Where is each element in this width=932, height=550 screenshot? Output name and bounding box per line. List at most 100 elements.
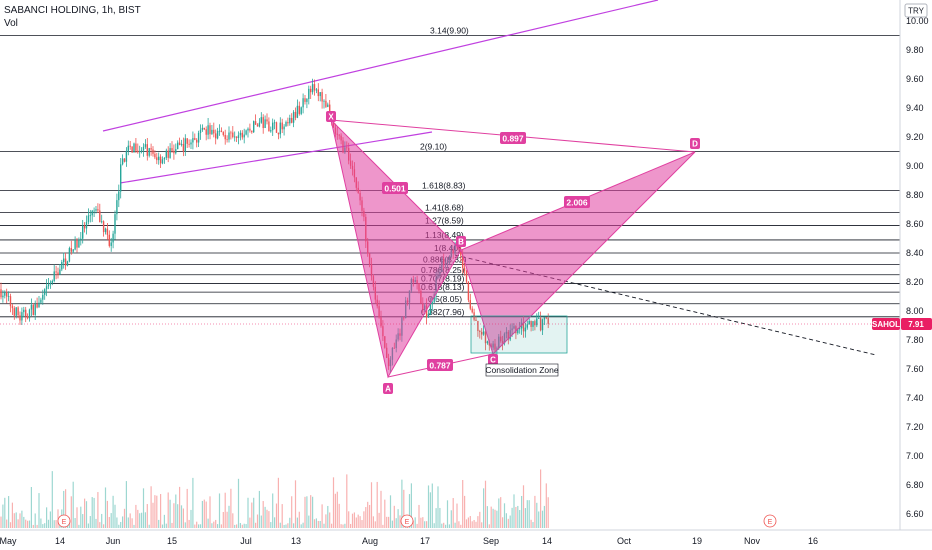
candle-body [137,150,139,153]
candle-body [165,150,167,158]
time-tick-label: Jul [240,536,252,546]
candle-body [302,98,304,108]
earnings-marker[interactable] [400,514,414,528]
candle-body [243,134,245,138]
volume-bar [372,516,374,528]
time-tick-label: Sep [483,536,499,546]
candle-body [213,129,215,134]
volume-bar [308,515,310,528]
candle-body [479,331,481,333]
earnings-marker[interactable] [763,514,777,528]
candle-body [486,341,489,344]
volume-bar [139,513,141,528]
volume-bar [218,493,221,528]
volume-bar [369,504,371,528]
candle-body [83,225,86,229]
volume-bar [540,469,542,528]
volume-bar [80,506,82,528]
volume-bar [433,523,435,528]
volume-bar [148,524,150,528]
volume-bar [456,503,458,528]
volume-bar [146,504,148,528]
pattern-point-badge [488,354,498,365]
price-axis-bg[interactable] [900,0,932,530]
candle-body [129,145,131,147]
volume-bar [382,524,384,528]
volume-bar [363,511,365,528]
candle-body [13,308,15,316]
candle-body [199,129,202,133]
candle-body [218,130,221,132]
candle-body [123,158,126,162]
volume-bar [87,523,89,528]
harmonic-pattern: X A B C D 0.501 0.787 2.006 0.897 [326,111,700,394]
candle-body [226,139,228,141]
candle-body [59,269,61,275]
volume-bar [232,513,234,528]
candle-body [319,92,321,97]
currency-badge-text: TRY [908,7,925,16]
candle-body [308,88,310,100]
candle-body [133,143,135,153]
candle-body [224,134,226,140]
currency-badge[interactable] [904,3,928,18]
volume-bar [361,520,363,528]
volume-bar [19,513,21,528]
volume-bar [161,524,164,528]
candle-body [158,156,160,161]
volume-bar [72,481,74,528]
volume-bar [530,519,532,528]
volume-bar [380,490,382,528]
volume-bar [125,481,127,528]
candle-body [139,151,141,153]
time-tick-label: 15 [167,536,177,546]
candle-body [543,317,546,320]
last-price-label: SAHOL 7.91 [872,318,932,330]
fib-level-label: 0.382(7.96) [421,307,465,317]
volume-bar [133,524,135,528]
candle-body [23,309,25,313]
volume-bar [454,522,456,528]
pattern-point-label: C [490,356,496,365]
candle-body [321,92,323,102]
volume-bar [412,520,414,528]
candle-body [241,132,243,138]
volume-bar [545,483,547,528]
candle-body [215,133,217,139]
candle-body [294,111,297,118]
candle-body [220,130,223,133]
volume-bar [28,520,31,528]
volume-bar [175,494,177,528]
volume-bar [74,518,76,528]
candle-body [118,191,120,201]
volume-bar [541,510,544,528]
candle-body [7,296,10,297]
volume-bar [63,490,65,528]
earnings-marker-label: E [405,519,410,526]
candle-body [463,267,466,271]
candle-body [76,240,78,248]
price-axis[interactable]: 10.00 9.80 9.60 9.40 9.20 9.00 8.80 8.60 8.40 8.2… [906,16,929,519]
time-axis[interactable]: May 14 Jun 15 Jul 13 Aug 17 Sep 14 Oct 19 Nov 16 [0,536,818,546]
candle-body [216,131,219,139]
candle-body [237,135,240,138]
volume-bar [154,495,156,528]
volume-bar [230,488,232,528]
volume-bar [291,496,293,528]
volume-bar [477,516,479,528]
candle-body [142,146,145,151]
volume-bar [340,524,342,528]
volume-bar [496,510,498,528]
ratio-badge [564,196,590,208]
candle-body [21,312,23,321]
volume-bar [338,503,340,528]
volume-indicator-label[interactable]: Vol [4,18,18,29]
pattern-point-badge [690,138,700,149]
volume-bar [465,519,468,528]
earnings-marker[interactable] [57,514,71,528]
volume-bar [429,492,431,528]
candle-body [287,122,289,124]
volume-bar [422,517,424,528]
